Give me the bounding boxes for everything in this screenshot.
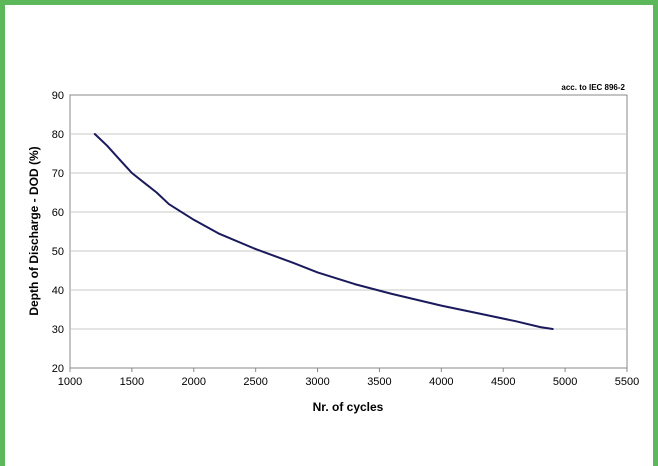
data-point bbox=[192, 219, 195, 221]
data-point bbox=[155, 191, 158, 194]
data-point bbox=[539, 326, 542, 328]
plot-area bbox=[69, 94, 628, 369]
series-layer bbox=[93, 133, 554, 330]
y-tick-label: 60 bbox=[52, 207, 64, 219]
data-point bbox=[168, 203, 170, 205]
iec-annotation: acc. to IEC 896-2 bbox=[561, 83, 625, 92]
data-point bbox=[254, 248, 257, 250]
x-tick-label: 3000 bbox=[305, 376, 329, 388]
data-point bbox=[316, 271, 319, 274]
y-tick-label: 70 bbox=[52, 168, 64, 180]
data-point bbox=[93, 133, 96, 135]
x-tick-label: 1500 bbox=[120, 376, 144, 388]
y-tick-label: 40 bbox=[52, 285, 64, 297]
data-point bbox=[477, 312, 480, 315]
x-axis-title: Nr. of cycles bbox=[313, 400, 384, 414]
x-tick-label: 5500 bbox=[615, 376, 639, 388]
data-point bbox=[131, 172, 133, 174]
data-point bbox=[106, 144, 108, 147]
data-point bbox=[118, 158, 121, 161]
y-tick-label: 90 bbox=[52, 90, 64, 102]
y-tick-label: 30 bbox=[52, 324, 64, 336]
y-tick-label: 50 bbox=[52, 246, 64, 258]
data-point bbox=[440, 304, 443, 307]
y-tick-label: 20 bbox=[52, 363, 64, 375]
y-tick-labels: 20 30 40 50 60 70 80 90 bbox=[52, 90, 64, 375]
grid-lines bbox=[70, 133, 627, 330]
data-point bbox=[217, 232, 220, 235]
data-point bbox=[391, 293, 393, 295]
x-tick-label: 2500 bbox=[243, 376, 267, 388]
x-tick-label: 4000 bbox=[429, 376, 453, 388]
data-point bbox=[353, 283, 356, 285]
x-tick-label: 5000 bbox=[553, 376, 577, 388]
x-tick-label: 3500 bbox=[367, 376, 391, 388]
data-point bbox=[551, 328, 554, 330]
x-tick-label: 1000 bbox=[58, 376, 82, 388]
data-point bbox=[514, 320, 517, 323]
x-tick-label: 4500 bbox=[491, 376, 515, 388]
data-point bbox=[143, 181, 146, 184]
y-tick-label: 80 bbox=[52, 129, 64, 141]
y-axis-title: Depth of Discharge - DOD (%) bbox=[27, 146, 41, 315]
data-point bbox=[292, 261, 294, 264]
x-tick-label: 2000 bbox=[182, 376, 206, 388]
x-tick-labels: 1000 1500 2000 2500 3000 3500 4000 4500 5000 5500 bbox=[58, 368, 639, 388]
